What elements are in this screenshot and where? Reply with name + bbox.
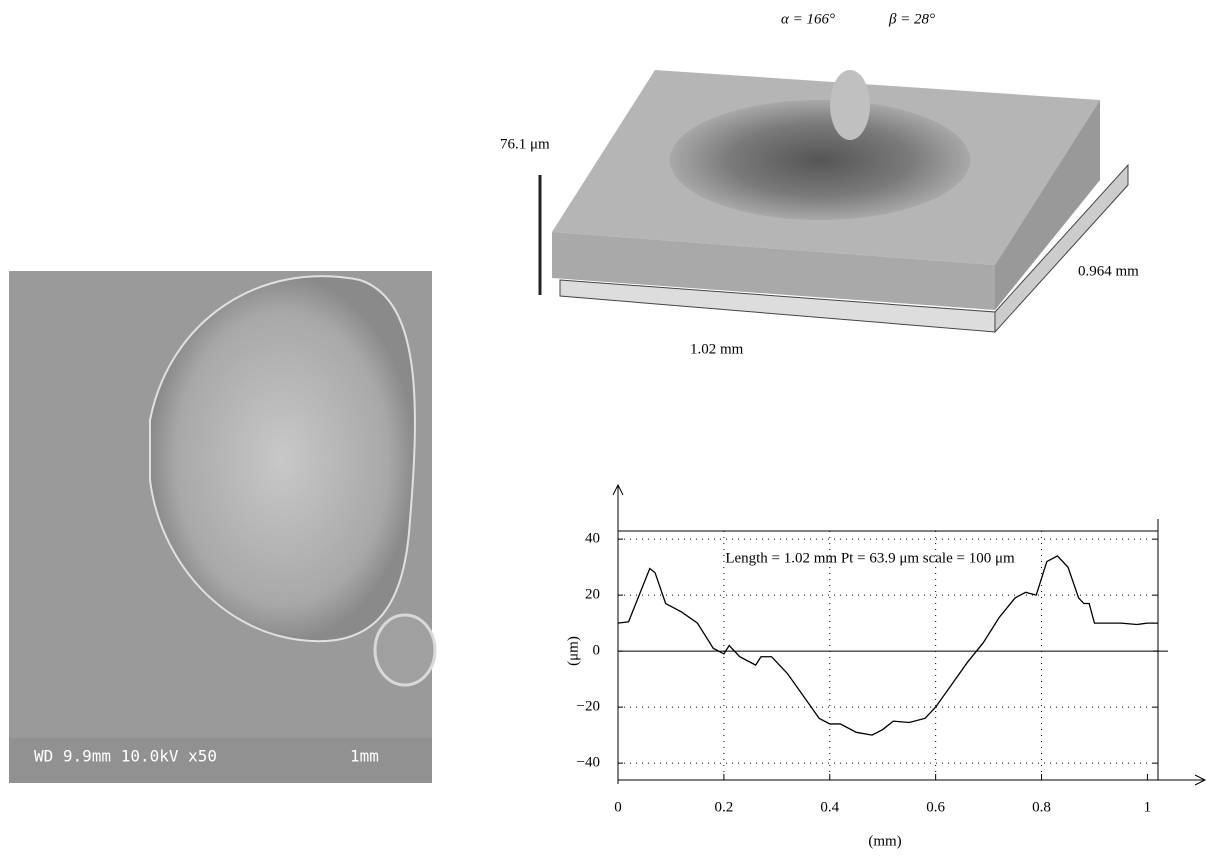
sem-label: WD 9.9mm 10.0kV x50 — [34, 747, 217, 766]
y-tick-label: −20 — [577, 699, 600, 715]
x-axis-label: (mm) — [868, 833, 901, 849]
x-tick-label: 0.4 — [820, 799, 839, 815]
x-tick-label: 0.2 — [715, 799, 734, 815]
alpha-label: α = 166° — [781, 11, 835, 27]
y-tick-label: 0 — [593, 643, 601, 659]
y-axis-label: (μm) — [565, 636, 581, 666]
surface-peak — [830, 70, 870, 140]
figure: WD 9.9mm 10.0kV x50 1mm α = 166° β = 28°… — [0, 0, 1210, 859]
profile-line — [618, 556, 1158, 735]
depth-label: 0.964 mm — [1078, 263, 1139, 279]
y-tick-label: 40 — [585, 531, 600, 547]
x-tick-label: 0 — [614, 799, 622, 815]
chart-title: Length = 1.02 mm Pt = 63.9 μm scale = 10… — [725, 550, 1015, 566]
y-tick-label: −40 — [577, 755, 600, 771]
surface-3d: α = 166° β = 28° 76.1 μm 0.964 mm 1.02 m… — [500, 11, 1139, 357]
sem-image: WD 9.9mm 10.0kV x50 1mm — [9, 271, 435, 783]
sem-scale: 1mm — [350, 747, 379, 766]
width-label: 1.02 mm — [690, 341, 744, 357]
x-tick-label: 1 — [1144, 799, 1152, 815]
surface-crater — [670, 100, 970, 220]
profile-chart: Length = 1.02 mm Pt = 63.9 μm scale = 10… — [565, 485, 1205, 849]
height-label: 76.1 μm — [500, 136, 550, 152]
y-tick-label: 20 — [585, 587, 600, 603]
beta-label: β = 28° — [888, 11, 935, 27]
sem-droplet — [375, 615, 435, 685]
x-tick-label: 0.6 — [926, 799, 945, 815]
x-tick-label: 0.8 — [1032, 799, 1051, 815]
